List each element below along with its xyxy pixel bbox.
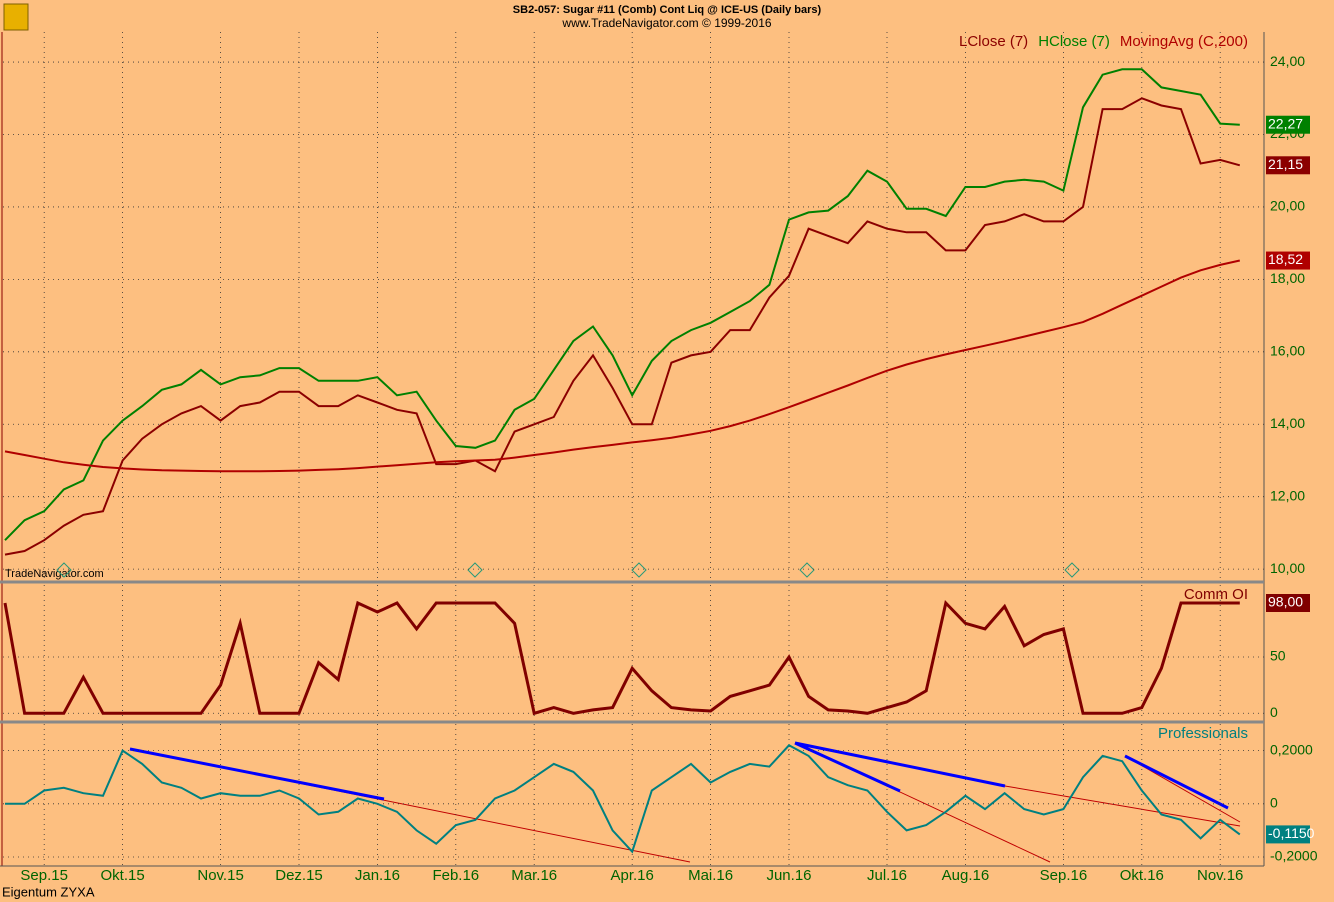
x-tick-label: Apr.16 bbox=[611, 867, 654, 884]
y-tick-label: 18,00 bbox=[1270, 270, 1305, 286]
x-tick-label: Sep.15 bbox=[20, 867, 68, 884]
x-tick-label: Okt.15 bbox=[101, 867, 145, 884]
series-line bbox=[4, 68, 1240, 541]
y-tick-label: 24,00 bbox=[1270, 53, 1305, 69]
y-tick-label: 14,00 bbox=[1270, 415, 1305, 431]
legend-entry: Comm OI bbox=[1184, 586, 1248, 603]
last-value-label: -0,1150 bbox=[1268, 825, 1315, 841]
last-value-tag bbox=[1266, 251, 1310, 270]
logo bbox=[3, 3, 29, 31]
x-tick-label: Dez.15 bbox=[275, 867, 323, 884]
last-value-tag bbox=[1266, 594, 1310, 612]
plots: Sep.15 Okt.15 Nov.15 Dez.15 Jan.16 Feb.16 Mar.… bbox=[3, 32, 1318, 884]
y-tick-label: 16,00 bbox=[1270, 343, 1305, 359]
trend-line bbox=[129, 742, 1241, 863]
series-line bbox=[5, 744, 1241, 854]
last-value-label: 18,52 bbox=[1268, 251, 1303, 267]
y-tick-label: 0,2000 bbox=[1270, 741, 1313, 757]
x-tick-label: Mar.16 bbox=[511, 867, 557, 884]
y-tick-label: 20,00 bbox=[1270, 198, 1305, 214]
footer: Eigentum ZYXA bbox=[2, 884, 95, 899]
legend-entry: MovingAvg (C,200) bbox=[1120, 33, 1248, 50]
title: SB2-057: Sugar #11 (Comb) Cont Liq @ ICE… bbox=[513, 4, 822, 16]
y-tick-label: 10,00 bbox=[1270, 560, 1305, 576]
legend-entry: HClose (7) bbox=[1038, 33, 1110, 50]
x-tick-label: Nov.16 bbox=[1197, 867, 1243, 884]
last-value-label: 21,15 bbox=[1268, 156, 1303, 172]
x-tick-label: Jul.16 bbox=[867, 867, 907, 884]
y-tick-label: 0 bbox=[1270, 704, 1278, 720]
last-value-label: 98,00 bbox=[1268, 594, 1303, 610]
last-value-tag bbox=[1266, 115, 1310, 134]
trend-line bbox=[129, 741, 1229, 810]
series-line bbox=[3, 599, 1240, 716]
x-tick-label: Jun.16 bbox=[766, 867, 811, 884]
marker bbox=[56, 562, 1080, 578]
series-line bbox=[4, 259, 1241, 473]
subtitle: www.TradeNavigator.com © 1999-2016 bbox=[561, 16, 771, 30]
trend-lines bbox=[129, 741, 1241, 863]
y-tick-label: -0,2000 bbox=[1270, 848, 1318, 864]
x-tick-label: Feb.16 bbox=[432, 867, 479, 884]
legend-entry: LClose (7) bbox=[959, 33, 1028, 50]
series-line bbox=[4, 97, 1241, 556]
x-tick-label: Nov.15 bbox=[197, 867, 243, 884]
x-tick-label: Aug.16 bbox=[942, 867, 990, 884]
y-tick-label: 0 bbox=[1270, 795, 1278, 811]
last-value-tag bbox=[1266, 156, 1310, 175]
watermark: TradeNavigator.com bbox=[5, 568, 104, 580]
r-markers bbox=[56, 562, 1080, 578]
x-tick-label: Okt.16 bbox=[1120, 867, 1164, 884]
legend-entry: Professionals bbox=[1158, 725, 1248, 742]
y-tick-label: 50 bbox=[1270, 648, 1286, 664]
x-tick-label: Sep.16 bbox=[1040, 867, 1088, 884]
last-value-tag bbox=[1266, 825, 1310, 844]
x-tick-label: Jan.16 bbox=[355, 867, 400, 884]
x-tick-label: Mai.16 bbox=[688, 867, 733, 884]
last-value-label: 22,27 bbox=[1268, 115, 1303, 131]
y-tick-label: 12,00 bbox=[1270, 487, 1305, 503]
